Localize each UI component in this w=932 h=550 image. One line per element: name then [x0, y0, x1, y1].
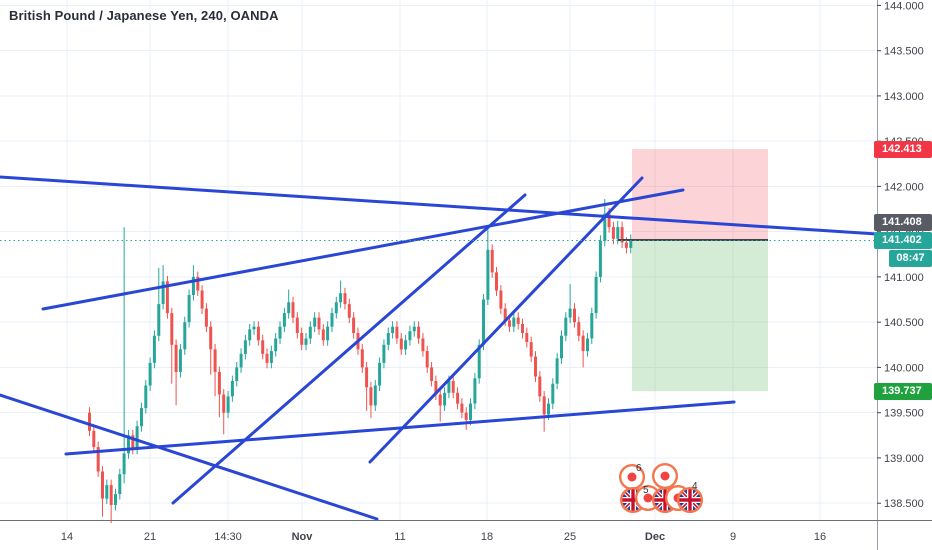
price-tick-label: 140.000	[884, 362, 924, 374]
time-tick-label: 14	[61, 531, 73, 543]
price-tick-label: 142.000	[884, 181, 924, 193]
position-tool[interactable]	[632, 149, 768, 392]
price-tick-label: 144.000	[884, 0, 924, 12]
time-tick-label: 18	[481, 531, 493, 543]
trendline-6[interactable]	[368, 176, 644, 464]
time-tick-label: 16	[814, 531, 826, 543]
candles	[88, 199, 633, 524]
time-tick-label: 9	[730, 531, 736, 543]
price-tick-label: 138.500	[884, 498, 924, 510]
price-scale[interactable]: 144.000143.500143.000142.500142.000141.5…	[877, 0, 924, 510]
uk-flag-icon[interactable]	[678, 488, 702, 512]
flag-sticker-cluster[interactable]: 6 5 4	[612, 452, 712, 525]
flag-count-6: 6	[636, 463, 642, 474]
trendline-2[interactable]	[41, 188, 685, 311]
trendline-1[interactable]	[0, 175, 879, 236]
symbol-title[interactable]: British Pound / Japanese Yen, 240, OANDA	[9, 8, 279, 23]
price-tick-label: 143.000	[884, 91, 924, 103]
entry-price-label: 141.408	[874, 214, 932, 231]
stop-price-label: 142.413	[874, 140, 932, 158]
gridlines	[0, 0, 877, 520]
flag-count-5: 5	[643, 485, 649, 496]
price-tick-label: 139.000	[884, 453, 924, 465]
time-tick-label: Dec	[645, 531, 665, 543]
time-tick-label: 25	[564, 531, 576, 543]
reward-box[interactable]	[632, 240, 768, 392]
flag-count-4: 4	[692, 481, 698, 492]
price-tick-label: 140.500	[884, 317, 924, 329]
trendlines	[0, 175, 879, 521]
time-scale[interactable]: 14 21 14:30 Nov 11 18 25 Dec 9 16	[61, 531, 826, 543]
bar-countdown-label: 08:47	[889, 250, 932, 267]
target-price-label: 139.737	[874, 382, 932, 400]
last-price-label: 141.402	[874, 232, 932, 249]
time-tick-label: 21	[144, 531, 156, 543]
trendline-4[interactable]	[64, 400, 736, 456]
price-tick-label: 141.000	[884, 272, 924, 284]
trendline-3[interactable]	[0, 393, 379, 521]
trendline-5[interactable]	[171, 193, 527, 505]
time-tick-label: 11	[394, 531, 405, 543]
time-tick-label: Nov	[292, 531, 314, 543]
japan-flag-icon[interactable]	[652, 463, 678, 489]
price-tick-label: 139.500	[884, 408, 924, 420]
time-tick-label: 14:30	[214, 531, 242, 543]
price-tick-label: 143.500	[884, 46, 924, 58]
